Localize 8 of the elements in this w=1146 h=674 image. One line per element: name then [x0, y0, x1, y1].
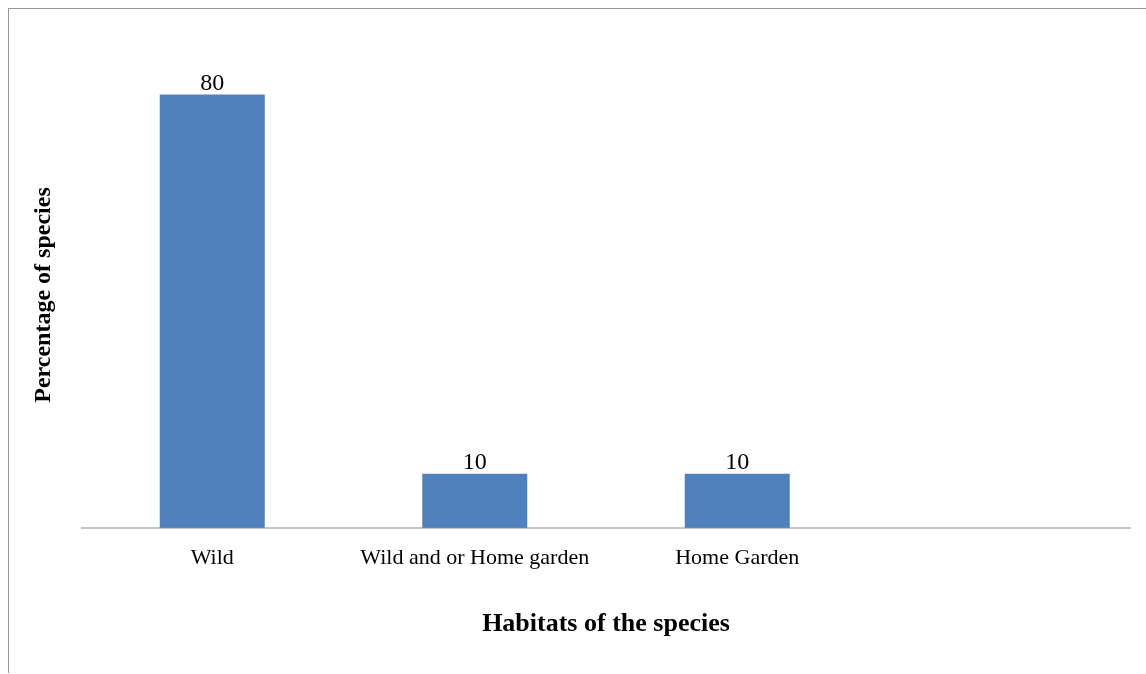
x-axis-title: Habitats of the species: [482, 608, 730, 637]
x-tick-label: Wild: [190, 543, 234, 569]
y-axis-title: Percentage of species: [28, 187, 55, 403]
x-tick-label: Wild and or Home garden: [360, 543, 590, 569]
data-label: 10: [462, 447, 487, 474]
data-label: 10: [725, 447, 750, 474]
x-tick-label: Home Garden: [675, 543, 800, 569]
data-label: 80: [200, 68, 225, 95]
